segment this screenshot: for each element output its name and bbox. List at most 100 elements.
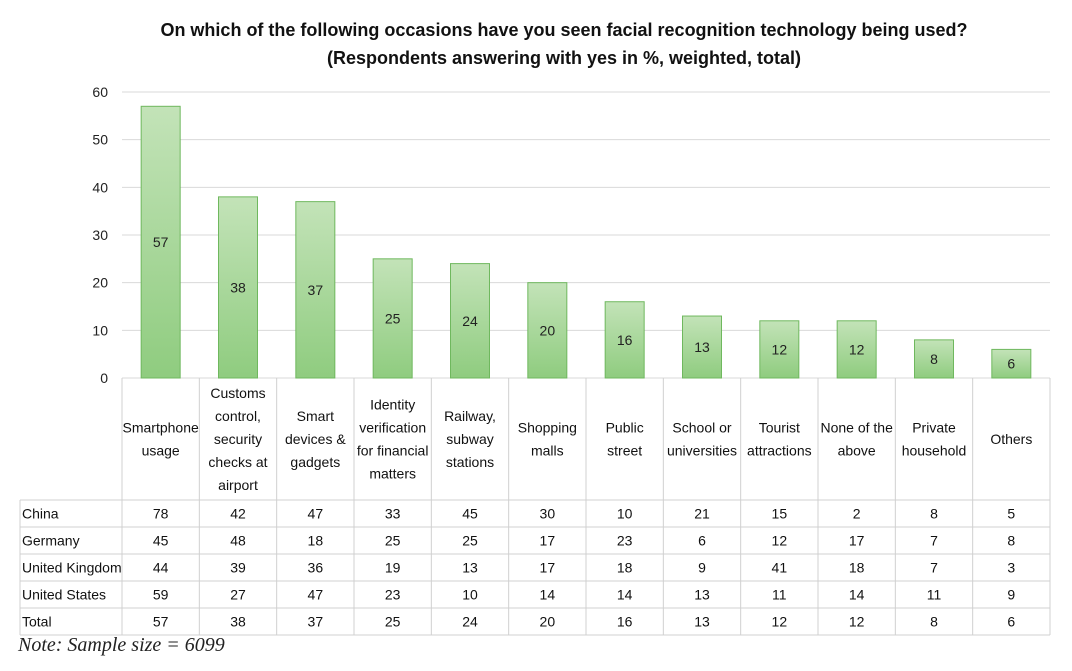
- table-row-name: Total: [22, 614, 52, 630]
- table-cell: 25: [462, 533, 478, 549]
- bar-value-label: 25: [385, 310, 401, 326]
- bar: [140, 105, 181, 379]
- table-row-name: United States: [22, 587, 106, 603]
- bar-value-label: 12: [849, 341, 865, 357]
- bar-value-label: 16: [617, 332, 633, 348]
- table-cell: 20: [540, 614, 556, 630]
- table-cell: 36: [308, 560, 324, 576]
- bar-value-label: 13: [694, 339, 710, 355]
- table-row-name: China: [22, 506, 59, 522]
- category-label: Others: [990, 431, 1032, 447]
- table-cell: 14: [617, 587, 633, 603]
- table-cell: 47: [308, 587, 324, 603]
- table-cell: 42: [230, 506, 246, 522]
- y-tick-label: 30: [92, 227, 108, 243]
- table-cell: 15: [772, 506, 788, 522]
- table-cell: 8: [930, 614, 938, 630]
- bar: [836, 320, 877, 379]
- table-cell: 9: [698, 560, 706, 576]
- bar: [218, 196, 258, 379]
- bar: [991, 348, 1032, 379]
- category-label: Customs control, security checks at airport: [208, 385, 267, 493]
- bar: [450, 263, 490, 379]
- table-cell: 2: [853, 506, 861, 522]
- bar: [604, 301, 645, 379]
- table-cell: 45: [153, 533, 169, 549]
- table-cell: 10: [462, 587, 478, 603]
- y-tick-label: 20: [92, 275, 108, 291]
- y-tick-label: 60: [92, 84, 108, 100]
- table-cell: 44: [153, 560, 169, 576]
- table-cell: 27: [230, 587, 246, 603]
- table-cell: 57: [153, 614, 169, 630]
- category-label: Smartphone usage: [123, 420, 199, 459]
- table-cell: 13: [694, 614, 710, 630]
- table-cell: 41: [772, 560, 788, 576]
- table-cell: 33: [385, 506, 401, 522]
- bar-value-label: 24: [462, 313, 478, 329]
- table-cell: 12: [849, 614, 865, 630]
- table-cell: 38: [230, 614, 246, 630]
- bar-value-label: 38: [230, 279, 246, 295]
- table-cell: 78: [153, 506, 169, 522]
- table-cell: 19: [385, 560, 401, 576]
- table-cell: 6: [698, 533, 706, 549]
- chart-title: On which of the following occasions have…: [160, 20, 967, 40]
- bar: [372, 258, 413, 379]
- bar-value-label: 37: [308, 282, 324, 298]
- table-cell: 39: [230, 560, 246, 576]
- bar: [914, 339, 954, 379]
- table-cell: 45: [462, 506, 478, 522]
- table-cell: 11: [772, 587, 787, 603]
- table-cell: 47: [308, 506, 324, 522]
- table-cell: 16: [617, 614, 633, 630]
- y-tick-label: 50: [92, 132, 108, 148]
- bar-value-label: 6: [1007, 356, 1015, 372]
- table-cell: 11: [927, 587, 942, 603]
- table-cell: 12: [772, 533, 788, 549]
- table-cell: 12: [772, 614, 788, 630]
- table-cell: 18: [617, 560, 633, 576]
- category-label: Smart devices & gadgets: [285, 408, 346, 470]
- category-label: None of the above: [820, 420, 893, 459]
- category-label: Identity verification for financial matters: [357, 397, 429, 482]
- table-cell: 18: [849, 560, 865, 576]
- category-label: Railway, subway stations: [444, 408, 496, 470]
- table-cell: 13: [694, 587, 710, 603]
- table-cell: 59: [153, 587, 169, 603]
- table-cell: 25: [385, 614, 401, 630]
- bar: [682, 315, 722, 379]
- category-label: Private household: [902, 420, 967, 459]
- table-cell: 7: [930, 560, 938, 576]
- chart-subtitle: (Respondents answering with yes in %, we…: [327, 48, 801, 68]
- table-cell: 23: [385, 587, 401, 603]
- table-cell: 23: [617, 533, 633, 549]
- table-cell: 3: [1007, 560, 1015, 576]
- category-label: Shopping malls: [518, 420, 577, 459]
- bar: [295, 201, 336, 379]
- table-cell: 17: [849, 533, 865, 549]
- category-label: Public street: [606, 420, 644, 459]
- table-cell: 14: [849, 587, 865, 603]
- table-cell: 25: [385, 533, 401, 549]
- category-label: Tourist attractions: [747, 420, 812, 459]
- table-cell: 30: [540, 506, 556, 522]
- table-cell: 6: [1007, 614, 1015, 630]
- table-cell: 24: [462, 614, 478, 630]
- table-cell: 9: [1007, 587, 1015, 603]
- bar-value-label: 20: [540, 322, 556, 338]
- table-cell: 37: [308, 614, 324, 630]
- category-label: School or universities: [667, 420, 737, 459]
- table-row-name: United Kingdom: [22, 560, 122, 576]
- table-cell: 5: [1007, 506, 1015, 522]
- table-cell: 7: [930, 533, 938, 549]
- bar-value-label: 57: [153, 234, 169, 250]
- table-cell: 14: [540, 587, 556, 603]
- y-tick-label: 40: [92, 179, 108, 195]
- table-cell: 13: [462, 560, 478, 576]
- table-row-name: Germany: [22, 533, 80, 549]
- table-cell: 8: [930, 506, 938, 522]
- table-cell: 8: [1007, 533, 1015, 549]
- y-tick-label: 10: [92, 322, 108, 338]
